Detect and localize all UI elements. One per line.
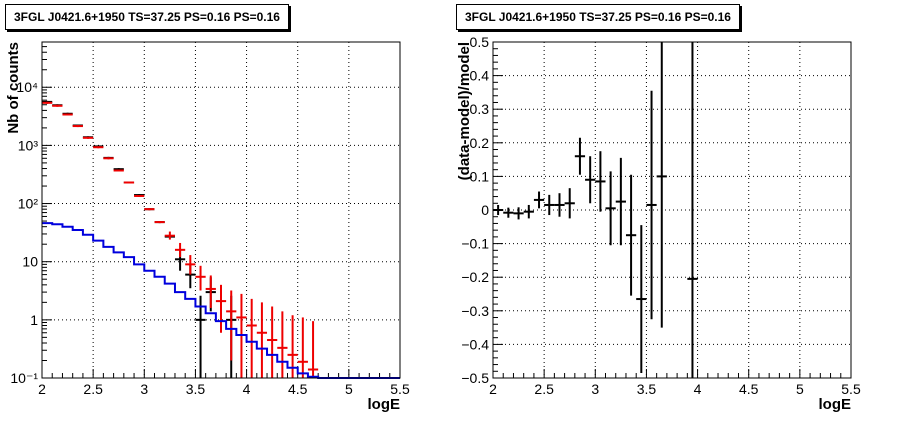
x-tick-label: 2 [489,381,497,397]
data-point [523,204,534,219]
right-plot-area: 2 2.5 3 3.5 4 4.5 5 5.5 −0.5 −0.4 −0.3 −0.2 −0.1 0 0.1… [456,34,861,413]
y-tick-label: 10 [22,254,38,270]
left-plot-area: 2 2.5 3 3.5 4 4.5 5 5.5 10⁻¹ 1 10 10² 10³ 10⁴ logE Nb o… [5,41,410,413]
data-point [564,188,575,219]
left-panel: 2 2.5 3 3.5 4 4.5 5 5.5 10⁻¹ 1 10 10² 10³ 10⁴ logE Nb o… [5,41,410,413]
data-point [42,101,53,104]
data-point [93,146,104,149]
data-point [636,225,647,373]
x-tick-label: 4.5 [288,381,308,397]
plot-frame [492,41,852,379]
data-point [123,181,135,184]
data-point [513,207,524,220]
x-tick-label: 2 [38,381,46,397]
data-point [144,208,155,211]
x-tick-label: 5.5 [841,381,861,397]
x-tick-label: 4.5 [739,381,759,397]
y-tick-label: −0.1 [461,236,489,252]
data-point [297,317,308,378]
right-panel: 2 2.5 3 3.5 4 4.5 5 5.5 −0.5 −0.4 −0.3 −0.2 −0.1 0 0.1… [456,34,861,413]
y-tick-label: 10² [18,196,39,212]
left-chart-title: 3FGL J0421.6+1950 TS=37.25 PS=0.16 PS=0.… [5,4,289,30]
data-point [656,42,667,328]
data-point [113,169,124,172]
data-point [585,156,596,204]
x-tick-label: 2.5 [83,381,103,397]
data-point [625,174,637,296]
data-point [215,284,227,333]
x-tick-label: 5 [345,381,353,397]
data-point [195,295,206,378]
model-step-line [42,222,400,379]
y-tick-label: 0.3 [470,101,490,117]
data-point [687,42,698,378]
x-tick-label: 3 [140,381,148,397]
data-point [277,311,288,378]
plot-frame [41,41,401,379]
y-tick-label: 10³ [18,137,39,153]
x-tick-label: 3.5 [637,381,657,397]
data-point [554,193,565,217]
data-point [574,137,586,175]
data-point [195,265,206,291]
data-point [646,90,657,320]
data-point [52,104,63,107]
data-point [154,221,165,224]
y-tick-label: 1 [30,312,38,328]
y-axis-title: (data-model)/model [456,42,473,180]
data-point [82,136,94,139]
x-tick-label: 3 [591,381,599,397]
data-point [493,204,504,216]
y-tick-label: 10⁴ [16,79,38,95]
data-point [307,321,319,378]
x-tick-label: 4 [243,381,251,397]
y-tick-label: 0.2 [470,135,490,151]
data-point [103,157,114,160]
data-point [605,171,616,246]
y-tick-label: 0.1 [470,168,490,184]
data-point [185,255,196,275]
x-tick-label: 3.5 [186,381,206,397]
y-tick-label: −0.2 [461,269,489,285]
data-point [595,151,606,212]
right-chart-title: 3FGL J0421.6+1950 TS=37.25 PS=0.16 PS=0.… [456,4,740,30]
data-point [164,231,175,240]
data-point [62,113,73,116]
data-point [246,298,257,378]
x-axis-title: logE [819,396,852,413]
data-point [226,290,237,361]
data-point [72,125,83,128]
y-tick-label: −0.3 [461,303,489,319]
data-point [256,302,268,378]
y-tick-label: −0.5 [461,370,489,386]
data-point [615,157,626,246]
data-point [267,306,278,378]
y-axis-title: Nb of counts [5,42,22,134]
y-tick-label: 10⁻¹ [10,370,38,386]
y-tick-label: 0.4 [470,68,490,84]
data-point [544,194,555,216]
y-tick-label: −0.4 [461,336,489,352]
y-tick-label: 0.5 [470,34,490,50]
x-tick-label: 4 [694,381,702,397]
x-axis-title: logE [368,396,401,413]
x-tick-label: 5.5 [390,381,410,397]
y-tick-label: 0 [481,202,489,218]
data-point [503,207,514,218]
data-point [205,275,216,308]
data-point [134,194,145,197]
data-point [533,191,545,209]
data-point [174,242,186,258]
x-tick-label: 2.5 [534,381,554,397]
x-tick-label: 5 [796,381,804,397]
